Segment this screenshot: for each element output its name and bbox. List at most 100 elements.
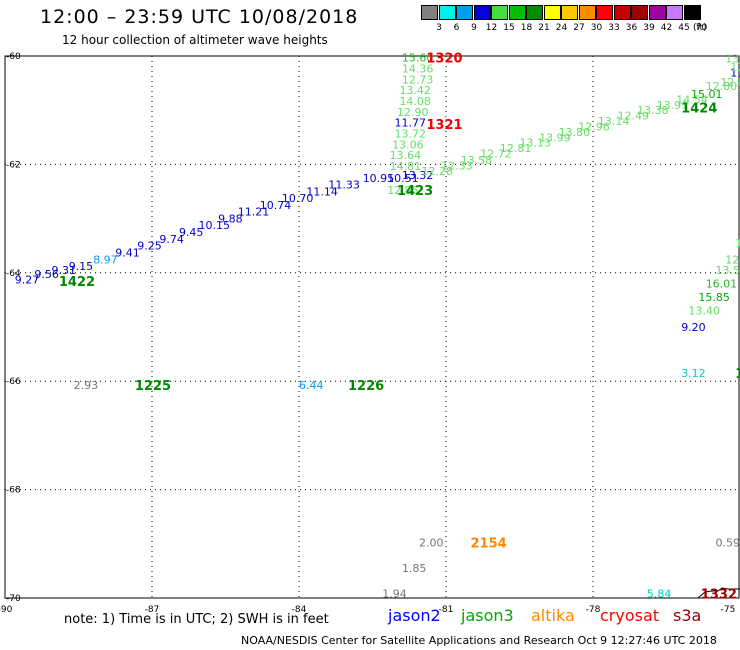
wave-height-value: 0.59 (716, 537, 740, 550)
x-tick-label: -84 (292, 605, 307, 615)
legend-label: 70 (695, 23, 708, 33)
legend-swatch-3 (421, 5, 438, 20)
wave-height-value: 12.81 (500, 142, 532, 155)
legend-label: 3 (436, 23, 442, 33)
wave-height-value: 13.64 (390, 149, 422, 162)
wave-height-value: 10.74 (260, 199, 292, 212)
wave-height-value: 13.14 (598, 115, 630, 128)
pass-time-label: 1422 (59, 275, 95, 290)
pass-time-label: 2154 (471, 537, 507, 552)
legend-label: 45 (678, 23, 690, 33)
x-tick-label: -90 (0, 605, 13, 615)
legend-unit: (ft) (693, 23, 707, 33)
wave-height-value: 12.33 (441, 159, 473, 172)
legend-swatch-27 (561, 5, 578, 20)
wave-height-value: 14.81 (390, 160, 422, 173)
wave-height-value: 15.85 (698, 291, 730, 304)
wave-height-value: 2.00 (419, 537, 444, 550)
wave-height-value: 12.49 (618, 110, 650, 123)
legend-label: 9 (471, 23, 477, 33)
x-tick-label: -75 (721, 605, 736, 615)
chart-subtitle: 12 hour collection of altimeter wave hei… (62, 33, 328, 47)
wave-height-value: 1.85 (402, 562, 427, 575)
satellite-cryosat: cryosat (600, 606, 660, 625)
wave-height-value: 12.79 (725, 253, 740, 266)
pass-time-label: 1226 (348, 379, 384, 394)
pass-time-label: 1224 (735, 367, 740, 382)
legend-label: 12 (485, 23, 498, 33)
wave-height-value: 13.99 (539, 131, 571, 144)
legend-label: 30 (590, 23, 603, 33)
wave-height-value: 14.54 (676, 93, 708, 106)
wave-height-value: 9.31 (52, 264, 77, 277)
coastline (697, 587, 740, 599)
x-tick-label: -78 (586, 605, 601, 615)
wave-height-value: 6.44 (299, 379, 324, 392)
legend-swatch-70 (683, 5, 701, 20)
legend-swatch-9 (456, 5, 473, 20)
wave-height-value: 3.12 (681, 367, 706, 380)
y-tick-label: -66 (6, 377, 21, 387)
wave-height-value: 13.38 (725, 53, 740, 66)
wave-height-value: 14.23 (735, 237, 740, 250)
wave-height-value: 11.77 (395, 117, 427, 130)
y-tick-label: -70 (6, 594, 21, 604)
wave-height-value: 10.95 (363, 172, 395, 185)
chart-title: 12:00 – 23:59 UTC 10/08/2018 (40, 6, 359, 28)
wave-height-value: 12.92 (730, 61, 740, 74)
y-tick-label: -60 (6, 52, 21, 62)
legend-swatch-33 (596, 5, 613, 20)
legend-label: 33 (608, 23, 620, 33)
x-tick-label: -81 (439, 605, 454, 615)
wave-height-value: 15.01 (691, 88, 723, 101)
wave-height-value: 9.41 (115, 247, 140, 260)
wave-height-value: 13.40 (689, 305, 721, 318)
wave-height-value: 9.20 (681, 321, 706, 334)
wave-height-value: 13.32 (402, 169, 434, 182)
legend-swatch-39 (631, 5, 648, 20)
wave-height-value: 8.97 (93, 253, 118, 266)
wave-height-value: 5.84 (647, 588, 672, 601)
wave-height-value: 9.15 (69, 260, 94, 273)
wave-height-value: 2.93 (74, 379, 99, 392)
wave-height-value: 11.21 (238, 206, 270, 219)
legend-swatch-15 (491, 5, 508, 20)
wave-height-value: 13.80 (559, 126, 591, 139)
satellite-jason3: jason3 (461, 606, 514, 625)
wave-height-value: 10.51 (387, 172, 419, 185)
wave-height-value: 12.96 (578, 120, 610, 133)
wave-height-value: 12.28 (422, 165, 454, 178)
legend-label: 39 (643, 23, 655, 33)
plot-frame (4, 55, 740, 599)
legend-label: 15 (503, 23, 515, 33)
wave-height-value: 13.91 (657, 99, 689, 112)
legend-swatch-6 (438, 5, 456, 20)
wave-height-value: 9.88 (218, 213, 243, 226)
satellite-jason2: jason2 (388, 606, 441, 625)
legend-swatch-12 (473, 5, 491, 20)
wave-height-value: 10.70 (282, 192, 314, 205)
y-tick-label: -62 (6, 160, 21, 170)
wave-height-value: 9.25 (137, 240, 162, 253)
pass-time-label: 1424 (681, 101, 717, 116)
wave-height-value: 13.42 (399, 84, 431, 97)
wave-height-value: 11.53 (730, 66, 740, 79)
y-tick-label: -64 (6, 269, 21, 279)
wave-height-value: 10.15 (199, 219, 231, 232)
legend-swatch-36 (613, 5, 631, 20)
legend-label: 21 (538, 23, 550, 33)
satellite-altika: altika (531, 606, 575, 625)
wave-height-value: 11.14 (306, 186, 338, 199)
pass-time-label: 1332 (701, 588, 737, 603)
credit-line: NOAA/NESDIS Center for Satellite Applica… (241, 634, 717, 647)
legend-swatch-18 (508, 5, 526, 20)
legend-label: 27 (573, 23, 585, 33)
wave-height-value: 12.73 (402, 73, 434, 86)
wave-height-value: 13.53 (716, 264, 740, 277)
wave-height-value: 1.94 (382, 588, 407, 601)
wave-height-value: 13.38 (637, 104, 669, 117)
pass-time-label: 1423 (397, 184, 433, 199)
legend-swatch-30 (578, 5, 596, 20)
pass-time-label: 1225 (135, 379, 171, 394)
legend-label: 24 (555, 23, 568, 33)
